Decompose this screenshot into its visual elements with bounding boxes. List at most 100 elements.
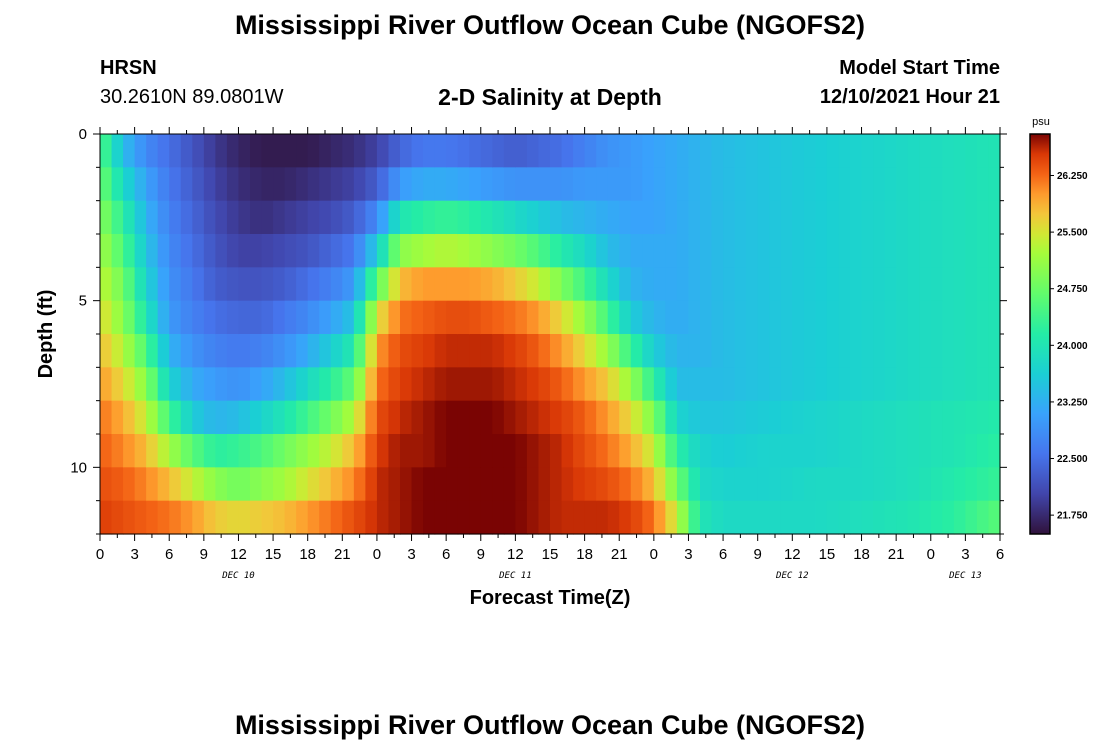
heatmap-cell: [503, 434, 516, 468]
heatmap-cell: [826, 134, 840, 168]
heatmap-cell: [123, 300, 136, 335]
heatmap-cell: [434, 434, 447, 468]
heatmap-cell: [676, 200, 690, 235]
heatmap-cell: [861, 334, 874, 368]
x-tick-label: 12: [507, 546, 524, 563]
heatmap-cell: [826, 300, 840, 335]
heatmap-cell: [400, 267, 413, 302]
heatmap-cell: [953, 134, 966, 168]
heatmap-cell: [180, 234, 193, 268]
heatmap-cell: [907, 467, 920, 502]
heatmap-cell: [711, 300, 724, 335]
heatmap-cell: [307, 300, 320, 335]
heatmap-cell: [653, 334, 666, 368]
heatmap-cell: [723, 334, 736, 368]
heatmap-cell: [919, 467, 932, 502]
heatmap-cell: [676, 234, 690, 268]
heatmap-cell: [296, 267, 309, 302]
heatmap-cell: [515, 167, 528, 202]
heatmap-cell: [111, 200, 124, 235]
heatmap-cell: [757, 400, 770, 435]
heatmap-cell: [134, 167, 147, 202]
heatmap-cell: [157, 267, 170, 302]
heatmap-cell: [273, 334, 286, 368]
heatmap-cell: [850, 467, 863, 502]
heatmap-cell: [319, 334, 332, 368]
heatmap-cell: [307, 334, 320, 368]
heatmap-cell: [526, 500, 540, 535]
heatmap-cell: [653, 134, 666, 168]
heatmap-cell: [619, 167, 632, 202]
heatmap-cell: [942, 367, 955, 402]
heatmap-cell: [838, 467, 851, 502]
heatmap-cell: [296, 167, 309, 202]
heatmap-cell: [919, 434, 932, 468]
heatmap-cell: [826, 167, 840, 202]
heatmap-cell: [284, 500, 297, 535]
heatmap-cell: [100, 367, 113, 402]
heatmap-cell: [423, 367, 436, 402]
heatmap-cell: [192, 400, 205, 435]
x-tick-label: 9: [754, 546, 762, 563]
heatmap-cell: [653, 167, 666, 202]
heatmap-cell: [261, 334, 274, 368]
heatmap-cell: [561, 167, 574, 202]
heatmap-cell: [515, 300, 528, 335]
heatmap-cell: [953, 500, 966, 535]
heatmap-cell: [884, 500, 897, 535]
heatmap-cell: [561, 134, 574, 168]
heatmap-cell: [353, 467, 366, 502]
heatmap-cell: [365, 400, 378, 435]
heatmap-cell: [515, 334, 528, 368]
heatmap-cell: [815, 234, 828, 268]
x-axis: 0 3 6 9 12 15 18 21 0 3 6 9 12 15 18 21 0 3 6 9 12 15 18 21 0 3 6 D…: [96, 127, 1004, 581]
heatmap-cell: [896, 434, 909, 468]
heatmap-cell: [826, 267, 840, 302]
heatmap-cell: [988, 500, 1001, 535]
heatmap-cell: [942, 234, 955, 268]
heatmap-cell: [376, 434, 390, 468]
heatmap-cell: [307, 167, 320, 202]
heatmap-cell: [953, 334, 966, 368]
heatmap-cell: [746, 200, 759, 235]
station-id: HRSN: [100, 57, 157, 79]
heatmap-cell: [388, 267, 401, 302]
heatmap-cell: [319, 467, 332, 502]
heatmap-cell: [388, 400, 401, 435]
heatmap-cell: [976, 367, 990, 402]
heatmap-cell: [711, 267, 724, 302]
heatmap-cell: [192, 234, 205, 268]
heatmap-cell: [642, 300, 655, 335]
heatmap-cell: [838, 400, 851, 435]
x-tick-label: 0: [373, 546, 381, 563]
heatmap-cell: [607, 234, 620, 268]
heatmap-cell: [238, 200, 251, 235]
heatmap-cell: [492, 400, 505, 435]
heatmap-cell: [526, 467, 540, 502]
heatmap-cell: [480, 200, 493, 235]
heatmap-cell: [988, 200, 1001, 235]
heatmap-cell: [884, 134, 897, 168]
heatmap-cell: [665, 167, 678, 202]
heatmap-cell: [238, 267, 251, 302]
heatmap-cell: [665, 267, 678, 302]
heatmap-cell: [792, 334, 805, 368]
heatmap-cell: [723, 167, 736, 202]
colorbar-tick-label: 26.250: [1057, 171, 1088, 182]
heatmap-cell: [607, 434, 620, 468]
heatmap-cell: [930, 334, 943, 368]
heatmap-cell: [757, 267, 770, 302]
heatmap-cell: [976, 334, 990, 368]
heatmap-cell: [503, 300, 516, 335]
heatmap-cell: [111, 300, 124, 335]
heatmap-cell: [457, 167, 470, 202]
heatmap-cell: [757, 200, 770, 235]
heatmap-cell: [238, 134, 251, 168]
heatmap-cell: [953, 400, 966, 435]
heatmap-cell: [353, 234, 366, 268]
heatmap-cell: [480, 267, 493, 302]
heatmap-cell: [850, 200, 863, 235]
heatmap-cell: [100, 334, 113, 368]
heatmap-cell: [330, 300, 343, 335]
heatmap-cell: [400, 200, 413, 235]
